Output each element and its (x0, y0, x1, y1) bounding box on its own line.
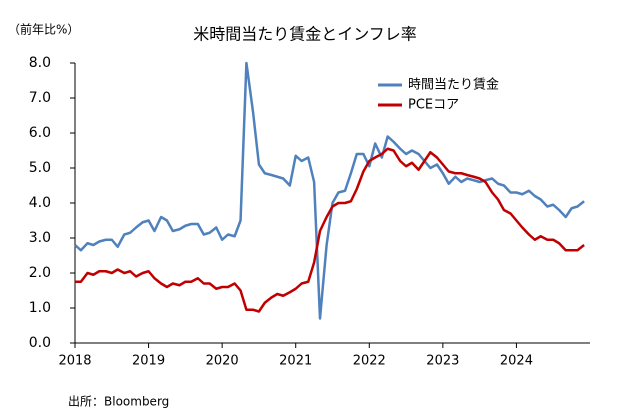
chart-title: 米時間当たり賃金とインフレ率 (193, 25, 417, 44)
x-tick-label: 2020 (206, 354, 239, 369)
x-tick-label: 2023 (426, 354, 459, 369)
y-tick-label: 0.0 (29, 335, 51, 351)
x-tick-label: 2019 (132, 354, 165, 369)
x-tick-label: 2022 (353, 354, 386, 369)
x-tick-label: 2018 (58, 354, 91, 369)
series-line (75, 147, 585, 313)
y-tick-label: 7.0 (29, 90, 51, 106)
x-tick-label: 2024 (500, 354, 533, 369)
legend-label: PCEコア (408, 98, 459, 113)
x-tick-label: 2021 (279, 354, 312, 369)
source-note: 出所：Bloomberg (68, 395, 169, 409)
y-axis-label: （前年比%） (8, 22, 79, 37)
y-tick-label: 6.0 (29, 125, 51, 141)
y-tick-label: 1.0 (29, 300, 51, 316)
y-tick-label: 3.0 (29, 230, 51, 246)
y-tick-label: 4.0 (29, 195, 51, 211)
y-tick-label: 8.0 (29, 55, 51, 71)
y-tick-label: 2.0 (29, 265, 51, 281)
legend-label: 時間当たり賃金 (408, 77, 499, 93)
y-tick-label: 5.0 (29, 160, 51, 176)
series-line (74, 61, 585, 320)
